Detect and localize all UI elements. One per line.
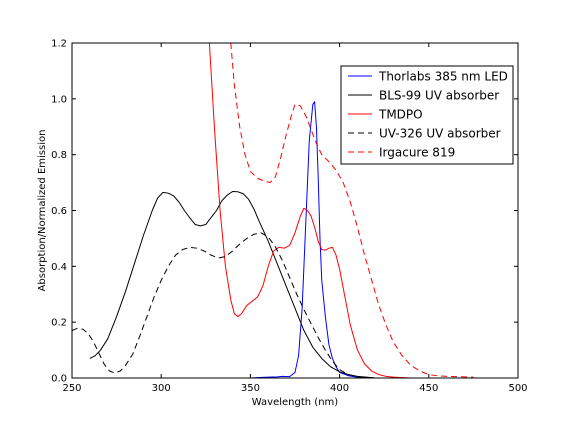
legend-label-1: Thorlabs 385 nm LED xyxy=(378,70,508,84)
x-tick-label: 350 xyxy=(241,383,260,394)
y-tick-label: 0.6 xyxy=(51,206,67,217)
x-tick-label: 450 xyxy=(419,383,438,394)
x-axis-label: Wavelength (nm) xyxy=(252,397,338,408)
y-tick-label: 0.0 xyxy=(51,374,67,385)
series-line-3 xyxy=(208,43,411,378)
x-tick-label: 250 xyxy=(62,383,81,394)
x-tick-label: 300 xyxy=(152,383,171,394)
y-tick-label: 0.4 xyxy=(51,262,67,273)
legend: Thorlabs 385 nm LED BLS-99 UV absorber TMD… xyxy=(340,65,514,165)
series-line-2 xyxy=(89,191,376,378)
y-tick-label: 1.0 xyxy=(51,94,67,105)
series-layer xyxy=(72,43,474,378)
y-tick-label: 1.2 xyxy=(51,39,67,50)
ticks-layer: 250 300 350 400 450 500 0.0 0.2 0.4 0.6 0.8 1.0 1.2 xyxy=(51,39,527,395)
x-tick-label: 400 xyxy=(330,383,349,394)
legend-label-5: Irgacure 819 xyxy=(379,146,455,160)
y-tick-label: 0.2 xyxy=(51,318,67,329)
series-line-4 xyxy=(72,232,376,378)
y-axis-label: Absorption/Normalized Emission xyxy=(37,130,48,292)
legend-box xyxy=(340,65,514,165)
legend-label-3: TMDPO xyxy=(378,108,423,122)
series-line-5 xyxy=(230,43,474,378)
y-tick-label: 0.8 xyxy=(51,150,67,161)
x-tick-label: 500 xyxy=(508,383,527,394)
legend-label-2: BLS-99 UV absorber xyxy=(379,89,499,103)
legend-label-4: UV-326 UV absorber xyxy=(379,127,501,141)
